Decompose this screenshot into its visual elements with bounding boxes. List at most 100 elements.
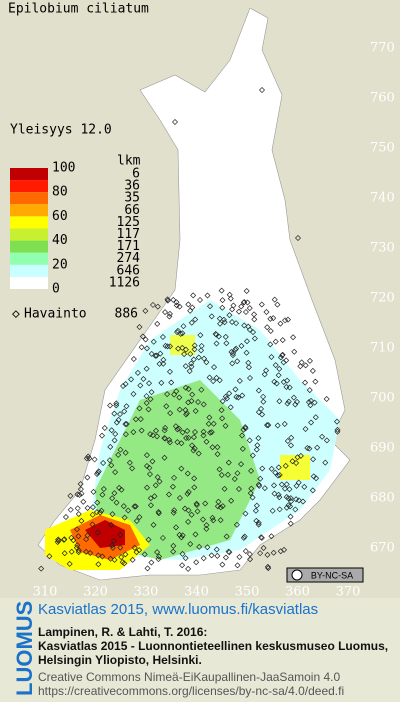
observation-dot (168, 379, 175, 386)
observation-dot (109, 542, 116, 549)
observation-dot (129, 556, 136, 563)
north-label: 700 (370, 391, 395, 406)
observation-dot (284, 316, 291, 323)
observation-dot (137, 382, 144, 389)
east-label: 310 (33, 585, 58, 600)
observation-dot (198, 347, 205, 354)
observation-dot (156, 478, 163, 485)
observation-dot (264, 324, 271, 331)
observation-dot (228, 348, 235, 355)
observation-dot (243, 288, 250, 295)
observation-dot (285, 398, 292, 405)
observation-dot (334, 426, 341, 433)
observation-dot (115, 451, 122, 458)
observation-dot (173, 302, 180, 309)
observation-dot (243, 338, 250, 345)
observation-dot (288, 498, 295, 505)
observation-dot (122, 381, 129, 388)
observation-dot (276, 471, 283, 478)
observation-dot (84, 504, 91, 511)
north-label: 760 (370, 91, 395, 106)
observation-dot (206, 374, 213, 381)
observation-dot (206, 414, 213, 421)
observation-dot (77, 481, 84, 488)
observation-dot (310, 456, 317, 463)
observation-dot (179, 330, 186, 337)
observation-dot (93, 509, 100, 516)
observation-dot (144, 565, 151, 572)
observation-dot (146, 471, 153, 478)
observation-dot (253, 502, 260, 509)
abundance-cells (45, 300, 340, 570)
observation-dot (149, 432, 156, 439)
observation-dot (192, 407, 199, 414)
legend-count: 646 (117, 263, 140, 278)
observation-dot (259, 465, 266, 472)
observation-dot (162, 424, 169, 431)
observation-dot (173, 299, 180, 306)
observation-dot (190, 356, 197, 363)
observation-dot (270, 482, 277, 489)
observation-dot (260, 544, 267, 551)
observation-dot (75, 511, 82, 517)
observation-dot (276, 365, 283, 372)
observation-dot (200, 401, 207, 408)
observation-dot (223, 533, 230, 540)
observation-dot (132, 416, 139, 423)
observation-dot (293, 482, 300, 489)
observation-dot (218, 287, 225, 294)
observation-dot (287, 503, 294, 510)
observation-dot (148, 350, 155, 357)
observation-dot (229, 306, 236, 313)
observation-dot (152, 482, 159, 489)
observation-dot (255, 387, 262, 394)
observation-dot (235, 394, 242, 401)
observation-dot (118, 486, 125, 493)
observation-dots (38, 87, 341, 572)
observation-dot (162, 342, 169, 349)
count-header: lkm (117, 154, 141, 169)
north-label: 670 (370, 541, 395, 556)
observation-dot (185, 385, 192, 392)
observation-dot (113, 400, 120, 407)
observation-dot (259, 411, 266, 418)
observation-dot (184, 490, 191, 497)
observation-dot (139, 333, 146, 340)
license-line: https://creativecommons.org/licenses/by-… (38, 684, 344, 698)
observation-dot (229, 319, 236, 326)
north-label: 680 (370, 491, 395, 506)
observation-dot (289, 458, 296, 465)
observation-dot (84, 474, 91, 481)
observation-dot (116, 484, 123, 491)
observation-dot (181, 351, 188, 358)
observation-dot (167, 410, 174, 417)
observation-dot (179, 562, 186, 569)
observation-dot (75, 533, 82, 540)
observation-dot (55, 536, 62, 543)
observation-dot (191, 346, 198, 353)
observation-dot (210, 378, 217, 385)
observation-dot (253, 446, 260, 453)
observation-dot (271, 378, 278, 385)
observation-dot (277, 548, 284, 555)
observation-dot (298, 359, 305, 366)
observation-dot (108, 427, 115, 434)
citation-line: Lampinen, R. & Lahti, T. 2016: (38, 625, 207, 639)
observation-count: 886 (115, 307, 138, 322)
observation-dot (306, 445, 313, 452)
observation-dot (95, 552, 102, 559)
east-label: 340 (184, 585, 209, 600)
east-label: 350 (235, 585, 260, 600)
observation-dot (264, 563, 271, 570)
observation-dot (232, 346, 239, 353)
observation-dot (74, 505, 81, 512)
observation-dot (283, 384, 290, 391)
observation-dot (75, 547, 82, 554)
observation-dot (98, 507, 105, 514)
observation-dot (73, 544, 80, 551)
observation-dot (156, 553, 163, 560)
logo: LUOMUS (12, 601, 37, 696)
observation-dot (253, 517, 260, 524)
observation-dot (263, 309, 270, 316)
observation-dot (197, 297, 203, 303)
